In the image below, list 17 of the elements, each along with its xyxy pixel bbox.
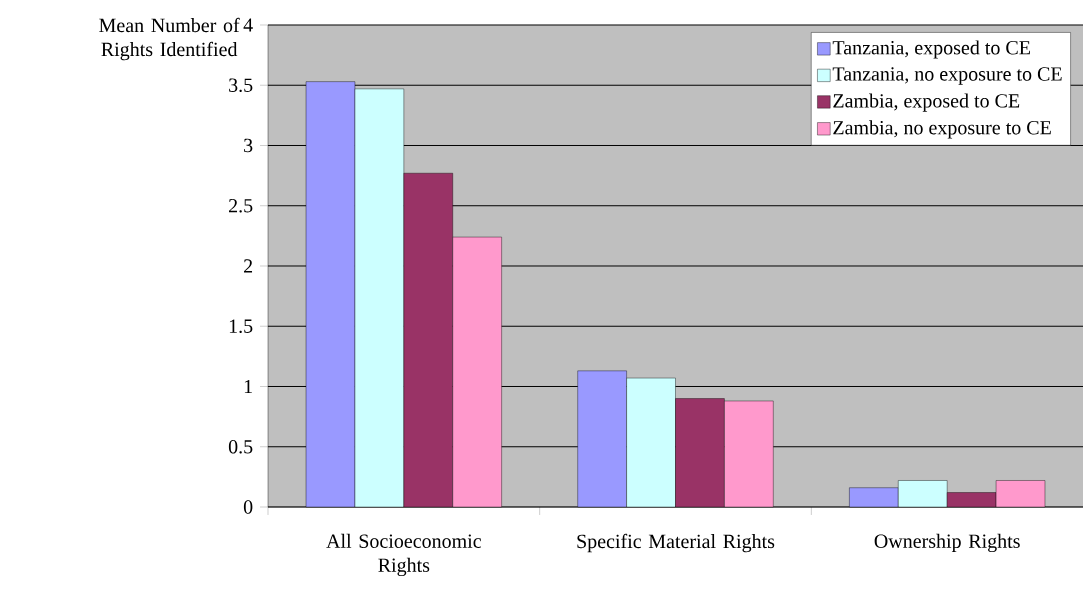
y-tick-label: 3.5 xyxy=(229,78,253,92)
legend-label: Tanzania, exposed to CE xyxy=(832,40,1030,59)
legend-label: Zambia, exposed to CE xyxy=(833,93,1020,112)
x-tick-label: All Socioeconomic Rights xyxy=(326,533,481,577)
x-tick-label: Ownership Rights xyxy=(874,533,1020,553)
y-tick-label: 2 xyxy=(244,259,253,273)
y-tick-label: 0.5 xyxy=(228,439,253,454)
y-tick-label: 2.5 xyxy=(229,198,253,213)
y-axis-title: Mean Number of Rights Identified xyxy=(99,17,240,61)
y-tick-label: 0 xyxy=(243,500,253,514)
y-tick-label: 1.5 xyxy=(229,319,253,333)
legend-label: Tanzania, no exposure to CE xyxy=(832,67,1062,85)
x-tick-label: Specific Material Rights xyxy=(577,533,775,553)
y-tick-label: 3 xyxy=(244,138,253,153)
y-tick-label: 4 xyxy=(243,18,253,32)
y-tick-label: 1 xyxy=(244,379,252,394)
legend-label: Zambia, no exposure to CE xyxy=(833,120,1051,139)
